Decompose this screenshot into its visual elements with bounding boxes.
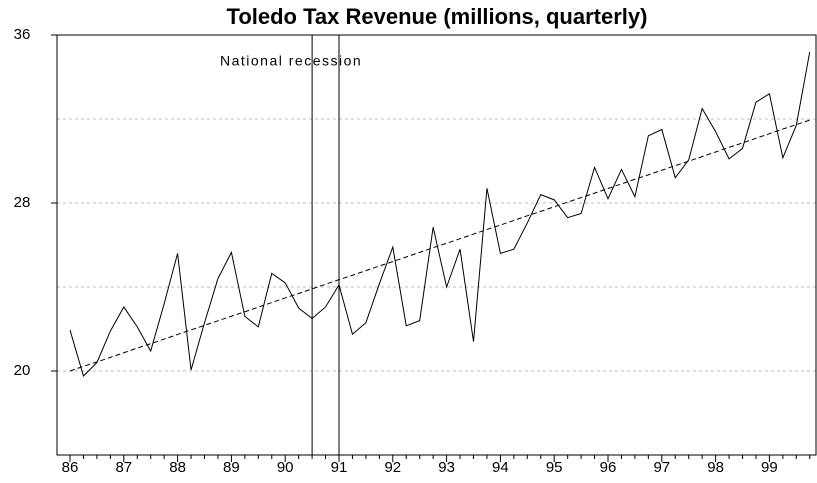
x-tick-label: 87 — [115, 459, 132, 476]
x-tick-label: 91 — [331, 459, 348, 476]
x-tick-label: 92 — [384, 459, 401, 476]
x-tick-label: 90 — [277, 459, 294, 476]
chart-title: Toledo Tax Revenue (millions, quarterly) — [227, 4, 648, 29]
y-tick-label: 36 — [14, 26, 31, 43]
x-tick-label: 97 — [653, 459, 670, 476]
x-tick-label: 99 — [761, 459, 778, 476]
x-tick-label: 95 — [546, 459, 563, 476]
x-tick-label: 89 — [223, 459, 240, 476]
annotation: National recession — [220, 53, 362, 69]
x-tick-label: 86 — [62, 459, 79, 476]
x-tick-label: 88 — [169, 459, 186, 476]
x-tick-label: 98 — [707, 459, 724, 476]
series-line — [69, 51, 811, 377]
plot-frame — [56, 34, 817, 456]
y-tick-label: 20 — [14, 362, 31, 379]
series-line — [69, 119, 810, 372]
y-tick-label: 28 — [14, 194, 31, 211]
x-tick-label: 93 — [438, 459, 455, 476]
x-tick-label: 96 — [600, 459, 617, 476]
x-tick-label: 94 — [492, 459, 509, 476]
